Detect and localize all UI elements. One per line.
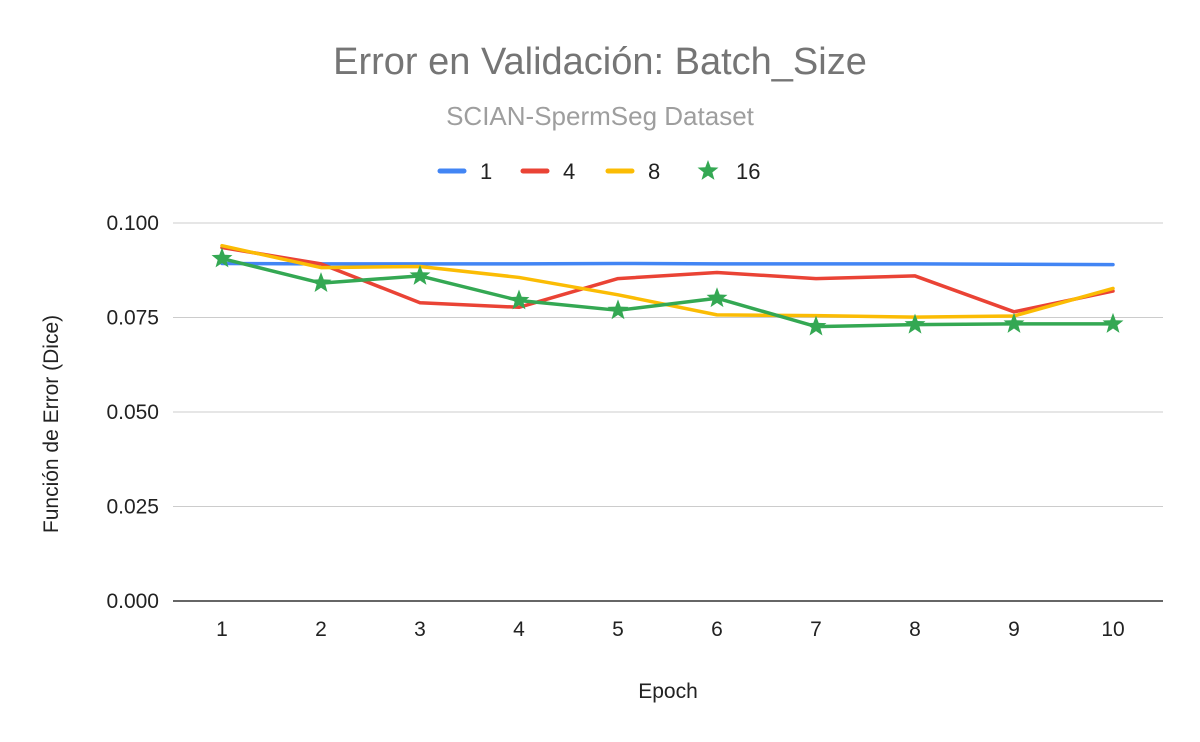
y-tick-label: 0.075	[106, 307, 159, 330]
series-1	[220, 261, 1115, 267]
y-axis-ticks: 0.000 0.025 0.050 0.075 0.100	[106, 212, 159, 613]
gridlines	[173, 222, 1163, 602]
data-point-star	[1102, 312, 1124, 333]
data-point-star	[211, 247, 233, 268]
x-axis-title: Epoch	[638, 680, 698, 703]
series-line	[220, 261, 1115, 267]
data-point-star	[1003, 312, 1025, 333]
series-4	[220, 245, 1115, 314]
legend-label: 8	[648, 159, 660, 184]
series-layer	[211, 243, 1124, 336]
data-point-star	[805, 315, 827, 336]
chart-subtitle: SCIAN-SpermSeg Dataset	[446, 101, 755, 131]
x-tick-label: 10	[1101, 618, 1124, 641]
y-tick-label: 0.025	[106, 496, 159, 519]
data-point-star	[310, 272, 332, 292]
x-tick-label: 8	[909, 618, 921, 641]
y-tick-label: 0.050	[106, 401, 159, 424]
legend-label: 16	[736, 159, 760, 184]
chart-title: Error en Validación: Batch_Size	[333, 41, 867, 83]
legend-item[interactable]: 8	[605, 159, 660, 184]
series-16	[211, 247, 1124, 336]
x-tick-label: 7	[810, 618, 822, 641]
x-tick-label: 9	[1008, 618, 1020, 641]
data-point-star	[508, 289, 530, 310]
x-tick-label: 4	[513, 618, 525, 641]
legend: 1 4 8 16	[437, 159, 761, 184]
data-point-star	[409, 264, 431, 285]
x-tick-label: 5	[612, 618, 624, 641]
legend-star-marker	[697, 160, 719, 180]
series-line	[220, 245, 1115, 314]
legend-label: 1	[480, 159, 492, 184]
y-axis-title: Función de Error (Dice)	[40, 315, 63, 533]
legend-item[interactable]: 16	[697, 159, 761, 184]
x-tick-label: 3	[414, 618, 426, 641]
series-line	[220, 256, 1115, 329]
x-axis-ticks: 1 2 3 4 5 6 7 8 9 10	[216, 618, 1125, 641]
data-point-star	[706, 287, 728, 308]
y-tick-label: 0.000	[106, 590, 159, 613]
x-tick-label: 2	[315, 618, 327, 641]
legend-item[interactable]: 1	[437, 159, 492, 184]
legend-item[interactable]: 4	[520, 159, 575, 184]
data-point-star	[607, 299, 629, 320]
x-tick-label: 6	[711, 618, 723, 641]
data-point-star	[904, 313, 926, 334]
legend-label: 4	[563, 159, 575, 184]
y-tick-label: 0.100	[106, 212, 159, 235]
x-tick-label: 1	[216, 618, 228, 641]
